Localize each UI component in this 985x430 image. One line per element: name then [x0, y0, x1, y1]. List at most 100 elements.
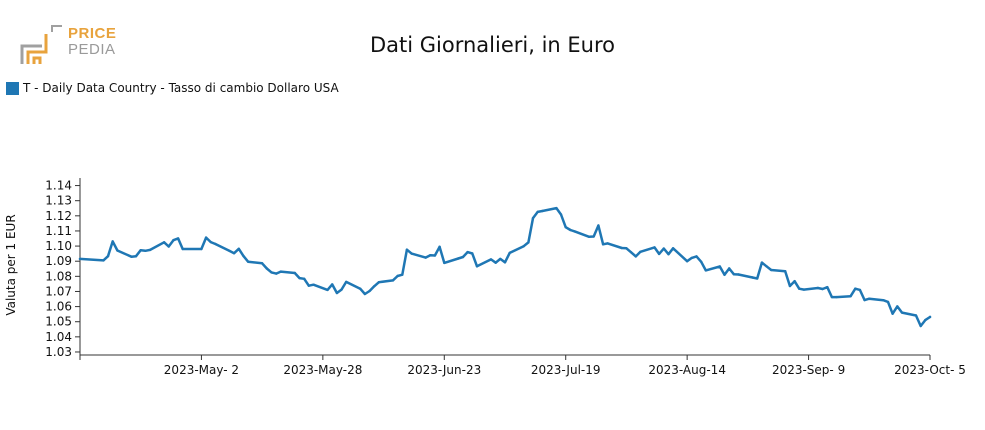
data-point [326, 288, 329, 292]
data-point [181, 247, 184, 251]
x-tick-label: 2023-Jun-23 [407, 363, 481, 377]
y-tick-label: 1.05 [45, 315, 72, 329]
data-point [891, 312, 894, 315]
data-point [541, 209, 544, 213]
data-point [760, 261, 764, 264]
data-point [531, 216, 535, 220]
series-group [78, 206, 932, 328]
data-point [765, 265, 768, 268]
data-point [858, 288, 862, 292]
data-point [690, 256, 693, 260]
data-point [671, 247, 675, 250]
data-point [167, 245, 170, 248]
data-point [802, 288, 806, 291]
data-point [335, 291, 339, 295]
y-tick-label: 1.13 [45, 194, 72, 208]
x-tick-label: 2023-Aug-14 [648, 363, 726, 377]
data-point [176, 237, 180, 240]
data-point [396, 274, 399, 278]
data-point [340, 288, 343, 291]
data-point [242, 254, 245, 258]
data-point [826, 286, 829, 289]
data-point [345, 280, 348, 284]
data-point [232, 252, 236, 255]
y-tick-label: 1.12 [45, 209, 72, 223]
x-tick-label: 2023-May- 2 [164, 363, 239, 377]
y-axis-label: Valuta per 1 EUR [4, 214, 18, 315]
pricepedia-logo: PRICE PEDIA [20, 24, 130, 70]
data-point [204, 236, 208, 239]
data-point [896, 305, 899, 308]
data-point [629, 251, 633, 254]
data-point [503, 261, 507, 264]
data-point [475, 265, 479, 268]
data-point [914, 314, 918, 317]
data-point [359, 287, 362, 290]
chart-title: Dati Giornalieri, in Euro [369, 33, 615, 57]
data-point [653, 246, 656, 249]
data-point [162, 241, 166, 244]
data-point [634, 255, 637, 258]
data-point [592, 235, 595, 238]
x-tick-label: 2023-May-28 [283, 363, 362, 377]
data-point [401, 273, 404, 276]
data-point [559, 213, 563, 216]
data-point [835, 295, 838, 299]
data-point [854, 287, 857, 290]
data-point [573, 230, 577, 233]
data-point [928, 315, 932, 319]
data-point [433, 254, 437, 257]
data-point [237, 247, 240, 250]
data-point [214, 242, 217, 246]
y-tick-label: 1.06 [45, 300, 72, 314]
data-point [260, 262, 264, 265]
data-point [639, 250, 642, 253]
data-point [606, 242, 609, 245]
y-tick-label: 1.10 [45, 239, 72, 253]
data-point [471, 252, 474, 255]
data-point [200, 247, 203, 251]
data-point [728, 267, 731, 270]
data-point [788, 284, 792, 288]
data-point [499, 257, 502, 261]
y-tick-label: 1.04 [45, 330, 72, 344]
data-point [723, 273, 726, 276]
data-point [331, 283, 334, 286]
data-point [620, 246, 623, 250]
data-point [798, 287, 801, 290]
data-point [662, 247, 665, 250]
y-tick-label: 1.07 [45, 284, 72, 298]
data-point [139, 249, 142, 252]
y-tick-label: 1.11 [45, 224, 72, 238]
data-point [102, 259, 105, 262]
data-point [564, 226, 567, 229]
logo-mark-icon [20, 25, 62, 64]
data-point [849, 295, 852, 298]
data-point [700, 260, 703, 263]
data-point [816, 286, 820, 290]
data-point [457, 257, 460, 260]
data-point [508, 251, 511, 255]
data-point [737, 273, 740, 276]
data-point [695, 255, 698, 258]
data-point [657, 252, 661, 256]
legend[interactable]: T - Daily Data Country - Tasso di cambio… [6, 80, 339, 96]
data-point [293, 271, 296, 275]
data-point [555, 206, 558, 210]
data-point [597, 224, 600, 227]
data-point [489, 258, 493, 261]
data-point [830, 295, 834, 299]
data-point [770, 268, 773, 272]
y-tick-label: 1.03 [45, 345, 72, 359]
x-tick-label: 2023-Oct- 5 [894, 363, 966, 377]
data-point [784, 270, 787, 273]
data-point [569, 228, 572, 232]
data-point [756, 277, 759, 280]
legend-label: T - Daily Data Country - Tasso di cambio… [23, 81, 339, 95]
data-point [303, 277, 306, 280]
data-point [704, 269, 707, 272]
data-point [443, 261, 446, 265]
data-point [373, 285, 376, 288]
data-point [429, 254, 432, 257]
